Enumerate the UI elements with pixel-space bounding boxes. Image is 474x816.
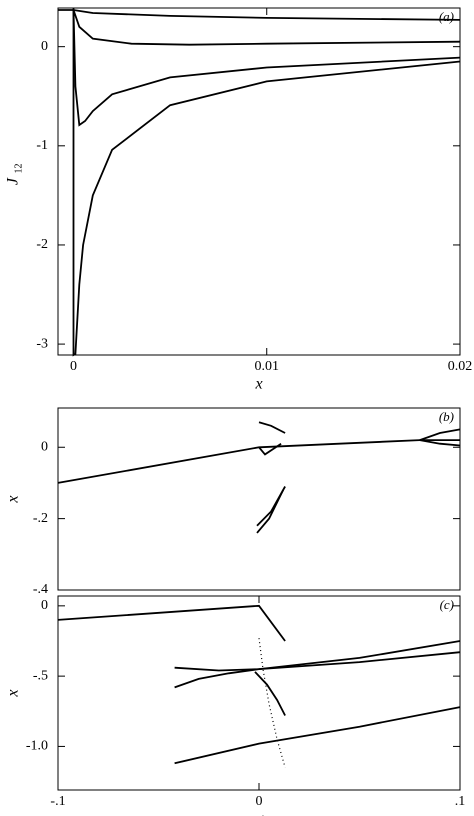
panel-label: (c) xyxy=(440,597,454,612)
data-line xyxy=(419,428,461,441)
panel-label: (a) xyxy=(439,9,454,24)
panel-label: (b) xyxy=(439,409,454,424)
data-line xyxy=(254,671,286,716)
x-tick-label: 0.01 xyxy=(254,359,279,374)
data-line xyxy=(72,8,461,357)
data-line xyxy=(258,442,282,456)
y-tick-label: 0 xyxy=(41,39,48,54)
x-tick-label: -.1 xyxy=(50,794,65,809)
data-line xyxy=(57,439,460,484)
y-tick-label: 0 xyxy=(41,439,48,454)
y-axis-label: x xyxy=(5,689,22,697)
data-line xyxy=(72,9,461,127)
x-tick-label: 0 xyxy=(256,794,263,809)
plot-frame xyxy=(57,407,461,591)
x-axis-label: σ xyxy=(255,811,264,816)
data-line xyxy=(58,9,461,21)
y-tick-label: -1 xyxy=(36,138,48,153)
y-axis-label: x xyxy=(5,495,22,503)
plot-frame xyxy=(57,7,461,356)
data-line xyxy=(258,421,286,434)
data-line xyxy=(57,604,286,642)
y-tick-label: -3 xyxy=(36,336,48,351)
y-tick-label: -2 xyxy=(36,237,48,252)
y-axis-label: J xyxy=(5,177,22,185)
y-tick-label: 0 xyxy=(41,598,48,613)
y-tick-label: -.4 xyxy=(33,582,48,597)
x-tick-label: .1 xyxy=(455,794,466,809)
data-line xyxy=(256,486,286,527)
plot-frame xyxy=(57,595,461,791)
y-axis-label-subscript: 12 xyxy=(13,164,24,174)
y-tick-label: -.2 xyxy=(33,511,48,526)
x-tick-label: 0 xyxy=(70,359,77,374)
data-line xyxy=(258,638,286,768)
data-line xyxy=(72,9,461,46)
data-line xyxy=(174,706,461,765)
data-line xyxy=(419,439,461,447)
x-tick-label: 0.02 xyxy=(448,359,473,374)
data-line xyxy=(174,651,461,689)
x-axis-label: x xyxy=(254,376,262,393)
y-tick-label: -.5 xyxy=(33,668,48,683)
y-tick-label: -1.0 xyxy=(26,739,48,754)
